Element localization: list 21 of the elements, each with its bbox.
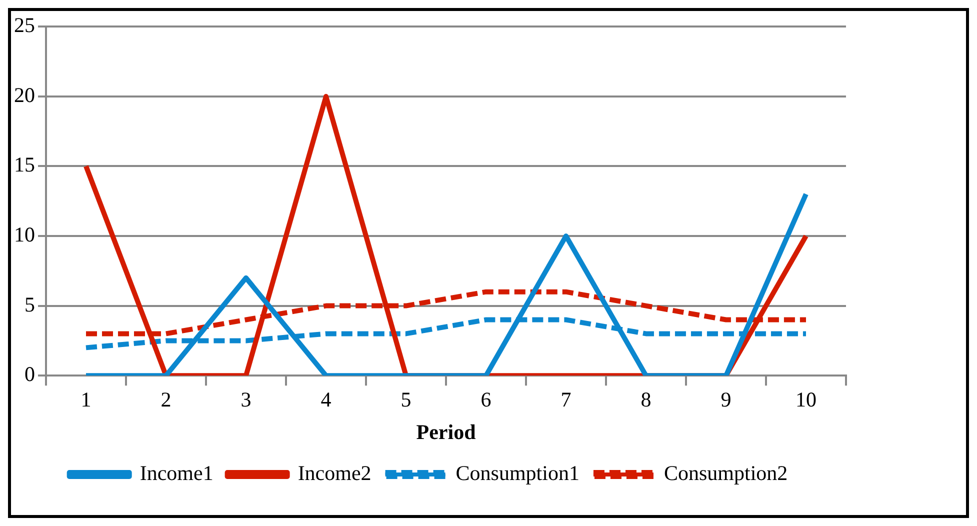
x-tick-label: 3 [240,388,252,412]
legend-label: Income2 [298,461,372,486]
x-tick-label: 8 [640,388,652,412]
legend-label: Consumption1 [456,461,580,486]
x-tick-label: 7 [560,388,572,412]
x-tick-label: 4 [320,388,332,412]
legend-label: Income1 [140,461,214,486]
x-tick-label: 9 [720,388,732,412]
x-tick-label: 5 [400,388,412,412]
y-tick-label: 5 [24,292,35,316]
x-tick-label: 6 [480,388,492,412]
y-tick-label: 25 [14,13,35,38]
x-tick-label: 10 [796,388,816,412]
x-axis-title: Period [416,420,476,444]
y-tick-label: 15 [14,152,35,177]
legend-label: Consumption2 [664,461,788,486]
y-tick-label: 0 [24,362,35,386]
x-tick-label: 2 [160,388,172,412]
x-tick-label: 1 [80,388,92,412]
y-tick-label: 20 [14,82,35,107]
y-tick-label: 10 [14,222,35,247]
